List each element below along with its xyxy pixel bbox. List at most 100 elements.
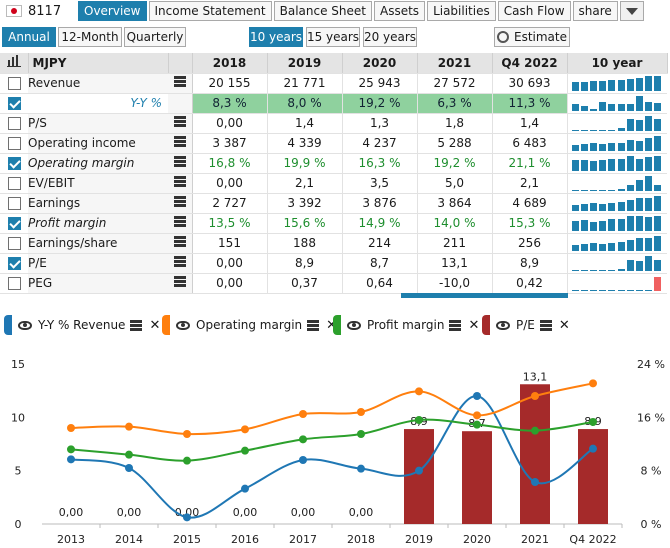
table-row[interactable]: Earnings 2 727 3 392 3 876 3 864 4 689: [0, 193, 667, 214]
row-checkbox[interactable]: [0, 113, 28, 134]
stack-icon[interactable]: [168, 93, 193, 114]
stack-icon[interactable]: [168, 253, 193, 274]
tab-assets[interactable]: Assets: [374, 1, 426, 21]
tab-balance-sheet[interactable]: Balance Sheet: [273, 1, 372, 21]
table-row[interactable]: P/E 0,00 8,9 8,7 13,1 8,9: [0, 253, 667, 274]
sparkline-bar: [635, 216, 643, 231]
stack-icon[interactable]: [168, 73, 193, 94]
sparkline-bar: [571, 269, 579, 271]
x-axis-tick-label: 2013: [57, 533, 85, 546]
table-row[interactable]: P/S 0,00 1,4 1,3 1,8 1,4: [0, 113, 667, 134]
sparkline-bar: [635, 198, 643, 211]
row-checkbox[interactable]: [0, 73, 28, 94]
table-cell: 13,1: [417, 253, 493, 274]
row-checkbox[interactable]: [0, 213, 28, 234]
quarterly-button[interactable]: Quarterly: [124, 27, 186, 47]
row-checkbox[interactable]: [0, 193, 28, 214]
stack-icon[interactable]: [168, 213, 193, 234]
remove-series-icon[interactable]: ✕: [468, 317, 480, 333]
more-tabs-dropdown[interactable]: [619, 1, 644, 21]
table-row[interactable]: PEG 0,00 0,37 0,64 -10,0 0,42: [0, 273, 667, 294]
x-axis-tick-label: 2017: [289, 533, 317, 546]
estimate-button[interactable]: Estimate: [494, 27, 570, 47]
sparkline-bar: [599, 143, 607, 151]
stack-icon[interactable]: [168, 233, 193, 254]
row-label: Operating income: [28, 133, 168, 154]
eye-icon[interactable]: [347, 320, 361, 330]
legend-item-yy-revenue[interactable]: Y-Y % Revenue ✕: [4, 315, 160, 335]
sparkline-bar: [635, 96, 643, 111]
15-years-button[interactable]: 15 years: [306, 27, 360, 47]
legend-item-profit-margin[interactable]: Profit margin ✕: [333, 315, 479, 335]
profit-margin-point: [357, 430, 365, 438]
sparkline-bar: [645, 76, 653, 91]
table-row[interactable]: Profit margin 13,5 % 15,6 % 14,9 % 14,0 % 15,…: [0, 213, 667, 234]
stack-icon[interactable]: [168, 133, 193, 154]
pe-bar-label: 0,00: [233, 506, 258, 519]
checkbox[interactable]: [7, 77, 21, 90]
table-row[interactable]: EV/EBIT 0,00 2,1 3,5 5,0 2,1: [0, 173, 667, 194]
10-years-button[interactable]: 10 years: [249, 27, 303, 47]
row-checkbox[interactable]: [0, 153, 28, 174]
checkbox[interactable]: [7, 177, 21, 190]
legend-item-operating-margin[interactable]: Operating margin ✕: [162, 315, 337, 335]
checkbox[interactable]: [7, 137, 21, 150]
checkbox[interactable]: [7, 97, 21, 110]
row-checkbox[interactable]: [0, 273, 28, 294]
checkbox[interactable]: [7, 237, 21, 250]
sparkline-bar: [617, 289, 625, 291]
stack-icon[interactable]: [168, 193, 193, 214]
right-axis-tick-label: 16 %: [637, 411, 665, 424]
stack-icon[interactable]: [168, 113, 193, 134]
remove-series-icon[interactable]: ✕: [326, 317, 338, 333]
pe-bar-label: 0,00: [291, 506, 316, 519]
row-label: P/S: [28, 113, 168, 134]
checkbox[interactable]: [7, 197, 21, 210]
table-cell: 11,3 %: [492, 93, 568, 114]
table-row[interactable]: Earnings/share 151 188 214 211 256: [0, 233, 667, 254]
tab-overview[interactable]: Overview: [78, 1, 147, 21]
table-row[interactable]: Y-Y % 8,3 % 8,0 % 19,2 % 6,3 % 11,3 %: [0, 93, 667, 114]
eye-icon[interactable]: [176, 320, 190, 330]
row-checkbox[interactable]: [0, 233, 28, 254]
sparkline-bar: [571, 244, 579, 251]
row-checkbox[interactable]: [0, 133, 28, 154]
sparkline-bar: [580, 189, 588, 191]
table-cell: 4 237: [342, 133, 418, 154]
table-row[interactable]: Operating income 3 387 4 339 4 237 5 288 6 48…: [0, 133, 667, 154]
row-checkbox[interactable]: [0, 93, 28, 114]
20-years-button[interactable]: 20 years: [363, 27, 417, 47]
table-row[interactable]: Operating margin 16,8 % 19,9 % 16,3 % 19,2 %…: [0, 153, 667, 174]
table-cell: 1,8: [417, 113, 493, 134]
remove-series-icon[interactable]: ✕: [558, 317, 570, 333]
checkbox[interactable]: [7, 257, 21, 270]
eye-icon[interactable]: [18, 320, 32, 330]
stack-icon[interactable]: [168, 153, 193, 174]
tab-share[interactable]: share: [572, 1, 618, 21]
eye-icon[interactable]: [496, 320, 510, 330]
stack-icon[interactable]: [168, 273, 193, 294]
y-y-revenue-point: [183, 513, 191, 522]
annual-button[interactable]: Annual: [2, 27, 56, 47]
checkbox[interactable]: [7, 277, 21, 290]
table-row[interactable]: Revenue 20 155 21 771 25 943 27 572 30 693: [0, 73, 667, 94]
tab-liabilities[interactable]: Liabilities: [427, 1, 496, 21]
sparkline-bar: [635, 120, 643, 131]
chart-toggle-header[interactable]: [0, 53, 29, 74]
remove-series-icon[interactable]: ✕: [149, 317, 161, 333]
table-cell: 15,3 %: [492, 213, 568, 234]
sparkline-bar: [599, 80, 607, 91]
checkbox[interactable]: [7, 217, 21, 230]
row-checkbox[interactable]: [0, 173, 28, 194]
tab-income-statement[interactable]: Income Statement: [148, 1, 272, 21]
legend-item-pe[interactable]: P/E ✕: [482, 315, 570, 335]
checkbox[interactable]: [7, 117, 21, 130]
ticker-symbol: 8117: [28, 3, 62, 19]
checkbox[interactable]: [7, 157, 21, 170]
stack-icon[interactable]: [168, 173, 193, 194]
row-checkbox[interactable]: [0, 253, 28, 274]
sparkline-bar: [645, 255, 653, 271]
sparkline-bar: [580, 203, 588, 211]
tab-cash-flow[interactable]: Cash Flow: [497, 1, 571, 21]
12-month-button[interactable]: 12-Month: [58, 27, 122, 47]
